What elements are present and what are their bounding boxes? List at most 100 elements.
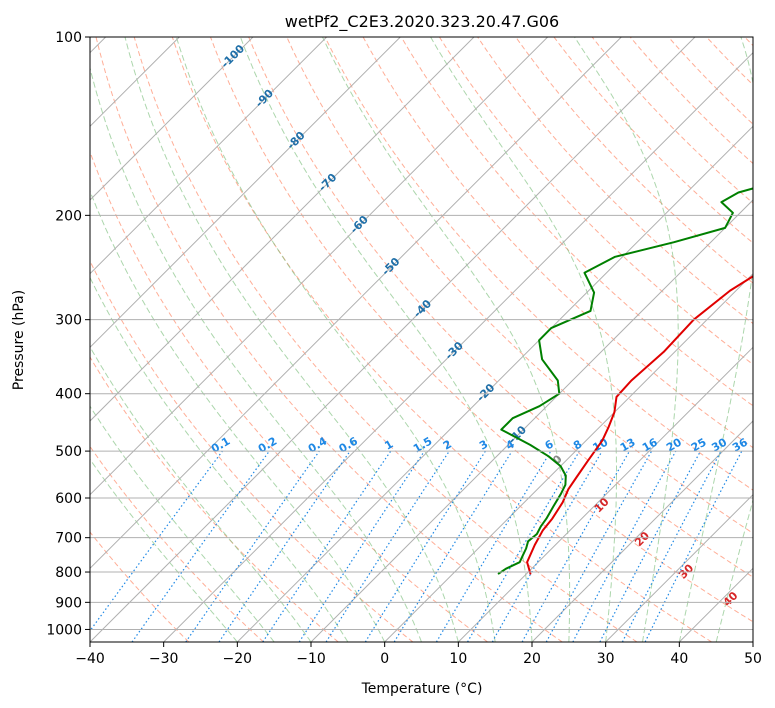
mixing-ratio-label: 0.4 bbox=[306, 434, 330, 455]
isotherm-label: -50 bbox=[379, 255, 402, 278]
dry-adiabat-line bbox=[90, 445, 264, 642]
isotherm-line bbox=[236, 125, 753, 642]
y-tick-label: 100 bbox=[55, 30, 82, 46]
mixing-ratio-label: 16 bbox=[640, 435, 660, 454]
temperature-profile-line bbox=[526, 275, 753, 575]
dry-adiabat-line bbox=[90, 150, 488, 642]
isotherm-line bbox=[90, 37, 622, 570]
dry-adiabat-line bbox=[248, 37, 753, 578]
moist-adiabat-line bbox=[90, 405, 275, 642]
x-tick-label: 10 bbox=[449, 651, 467, 667]
y-tick-label: 800 bbox=[55, 565, 82, 581]
dry-adiabat-line bbox=[668, 37, 753, 125]
dry-adiabat-line bbox=[133, 37, 638, 642]
moist-adiabat-label: 20 bbox=[632, 529, 652, 549]
mixing-ratio-label: 30 bbox=[709, 435, 729, 454]
mixing-ratio-label: 1 bbox=[382, 438, 395, 453]
moist-adiabat-line bbox=[90, 276, 349, 642]
isotherm-line bbox=[605, 493, 753, 642]
mixing-ratio-label: 20 bbox=[664, 435, 684, 454]
y-tick-label: 1000 bbox=[46, 622, 82, 638]
mixing-ratio-line bbox=[521, 450, 631, 642]
x-tick-label: 0 bbox=[380, 651, 389, 667]
x-tick-label: 50 bbox=[744, 651, 762, 667]
moist-adiabat-line bbox=[90, 345, 312, 642]
moist-adiabat-line bbox=[175, 37, 496, 642]
dry-adiabat-line bbox=[90, 259, 414, 642]
moist-adiabat-line bbox=[90, 458, 238, 642]
y-tick-label: 300 bbox=[55, 313, 82, 329]
dewpoint-profile-line bbox=[497, 187, 753, 575]
mixing-ratio-label: 0.6 bbox=[337, 434, 361, 455]
mixing-ratio-label: 36 bbox=[730, 435, 750, 454]
moist-adiabat-label: 30 bbox=[676, 561, 696, 581]
x-tick-label: −20 bbox=[223, 651, 253, 667]
mixing-ratio-line bbox=[545, 450, 653, 642]
mixing-ratio-line bbox=[218, 450, 351, 642]
mixing-ratio-label: 1.5 bbox=[411, 435, 434, 456]
x-tick-label: 40 bbox=[670, 651, 688, 667]
moist-adiabat-line bbox=[90, 65, 422, 642]
dry-adiabat-line bbox=[90, 356, 339, 642]
isotherm-line bbox=[90, 37, 328, 275]
moist-adiabat-line bbox=[430, 37, 617, 642]
moist-adiabat-line bbox=[322, 37, 571, 642]
moist-adiabat-line bbox=[90, 189, 386, 642]
mixing-ratio-label: 13 bbox=[618, 436, 638, 455]
isotherm-line bbox=[90, 37, 549, 496]
isotherm-line bbox=[678, 567, 753, 642]
mixing-ratio-line bbox=[393, 450, 513, 642]
mixing-ratio-line bbox=[572, 450, 677, 642]
y-tick-label: 200 bbox=[55, 208, 82, 224]
mixing-ratio-label: 0.1 bbox=[209, 435, 232, 456]
mixing-ratio-line bbox=[90, 450, 223, 632]
isotherm-label: -80 bbox=[284, 129, 307, 152]
x-tick-label: 30 bbox=[597, 651, 615, 667]
isotherm-line bbox=[457, 346, 753, 642]
dry-adiabat-line bbox=[95, 37, 563, 642]
dry-adiabat-line bbox=[438, 37, 753, 366]
pressure-gridlines bbox=[90, 36, 753, 630]
moist-adiabat-line bbox=[124, 37, 459, 642]
y-tick-label: 400 bbox=[55, 387, 82, 403]
mixing-ratio-line bbox=[325, 450, 450, 642]
x-axis-title: Temperature (°C) bbox=[361, 681, 483, 697]
y-tick-label: 900 bbox=[55, 595, 82, 611]
isotherm-line bbox=[90, 37, 254, 201]
x-tick-label: 20 bbox=[523, 651, 541, 667]
dry-adiabat-line bbox=[591, 37, 753, 204]
dry-adiabat-line bbox=[210, 37, 753, 623]
mixing-ratio-line bbox=[621, 450, 722, 642]
chart-title: wetPf2_C2E3.2020.323.20.47.G06 bbox=[285, 12, 559, 32]
moist-adiabat-label: 40 bbox=[721, 589, 741, 609]
y-tick-label: 500 bbox=[55, 444, 82, 460]
moist-adiabat-line bbox=[574, 37, 679, 642]
y-tick-label: 600 bbox=[55, 491, 82, 507]
dry-adiabat-line bbox=[706, 37, 753, 86]
isotherm-line bbox=[384, 272, 753, 642]
mixing-ratio-label: 3 bbox=[477, 438, 490, 453]
mixing-ratio-line bbox=[644, 450, 743, 642]
mixing-ratio-line bbox=[131, 450, 270, 642]
x-tick-label: −40 bbox=[75, 651, 105, 667]
dry-adiabat-line bbox=[171, 37, 712, 642]
isotherm-line bbox=[531, 420, 753, 642]
moist-adiabat-line bbox=[678, 37, 753, 642]
dry-adiabat-line bbox=[744, 37, 753, 47]
mixing-ratio-label: 2 bbox=[441, 438, 454, 453]
y-axis: 100 200 300 400 500 600 700 800 900 1000 bbox=[46, 30, 90, 638]
moist-adiabat-line bbox=[715, 498, 753, 642]
moist-adiabat-line bbox=[239, 37, 533, 642]
mixing-ratio-line bbox=[298, 450, 425, 642]
x-axis: −40 −30 −20 −10 0 10 20 30 40 50 bbox=[75, 642, 762, 667]
dry-adiabat-line bbox=[400, 37, 753, 407]
x-tick-label: −30 bbox=[149, 651, 179, 667]
mixing-ratio-line bbox=[262, 450, 392, 642]
plot-area: 0.1 0.2 0.4 0.6 1 1.5 2 3 4 6 8 10 13 16 20 25 30 36-100-… bbox=[90, 37, 753, 642]
isotherm-line bbox=[90, 37, 696, 642]
y-tick-label: 700 bbox=[55, 531, 82, 547]
plot-frame bbox=[89, 36, 754, 643]
isotherm-line bbox=[310, 199, 753, 642]
dry-adiabat-line bbox=[324, 37, 753, 491]
